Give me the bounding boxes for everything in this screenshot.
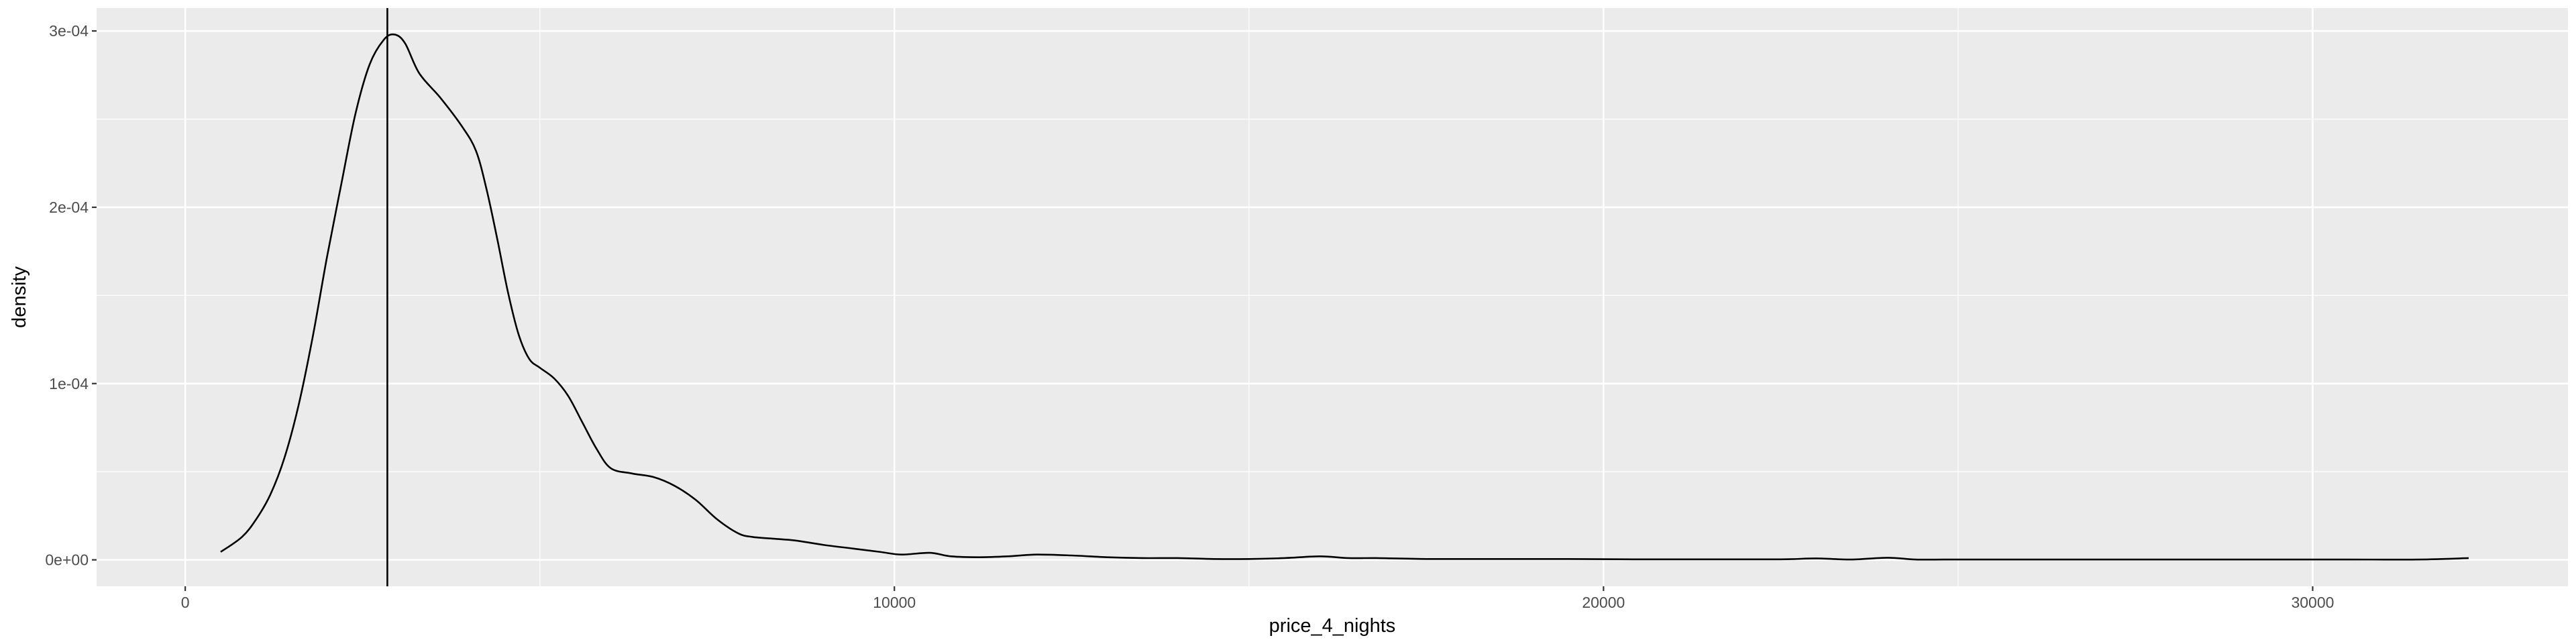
x-axis-title: price_4_nights	[1269, 615, 1396, 637]
y-axis-tick-labels: 0e+00 1e-04 2e-04 3e-04	[45, 22, 89, 568]
density-curve-0	[220, 33, 2469, 561]
y-axis-title: density	[9, 266, 30, 328]
x-tick-label-1: 10000	[873, 594, 916, 611]
x-tick-label-2: 20000	[1582, 594, 1625, 611]
y-tick-label-1: 1e-04	[49, 375, 89, 392]
y-tick-label-0: 0e+00	[45, 551, 89, 569]
plot-panel	[97, 8, 2568, 586]
axis-ticks	[92, 30, 2314, 591]
y-tick-label-2: 2e-04	[49, 199, 89, 216]
x-tick-label-0: 0	[181, 594, 190, 611]
series-layer	[220, 8, 2469, 586]
major-gridlines	[97, 8, 2568, 586]
x-tick-label-3: 30000	[2291, 594, 2334, 611]
x-axis-tick-labels: 0 10000 20000 30000	[181, 594, 2334, 611]
y-tick-label-3: 3e-04	[49, 22, 89, 40]
